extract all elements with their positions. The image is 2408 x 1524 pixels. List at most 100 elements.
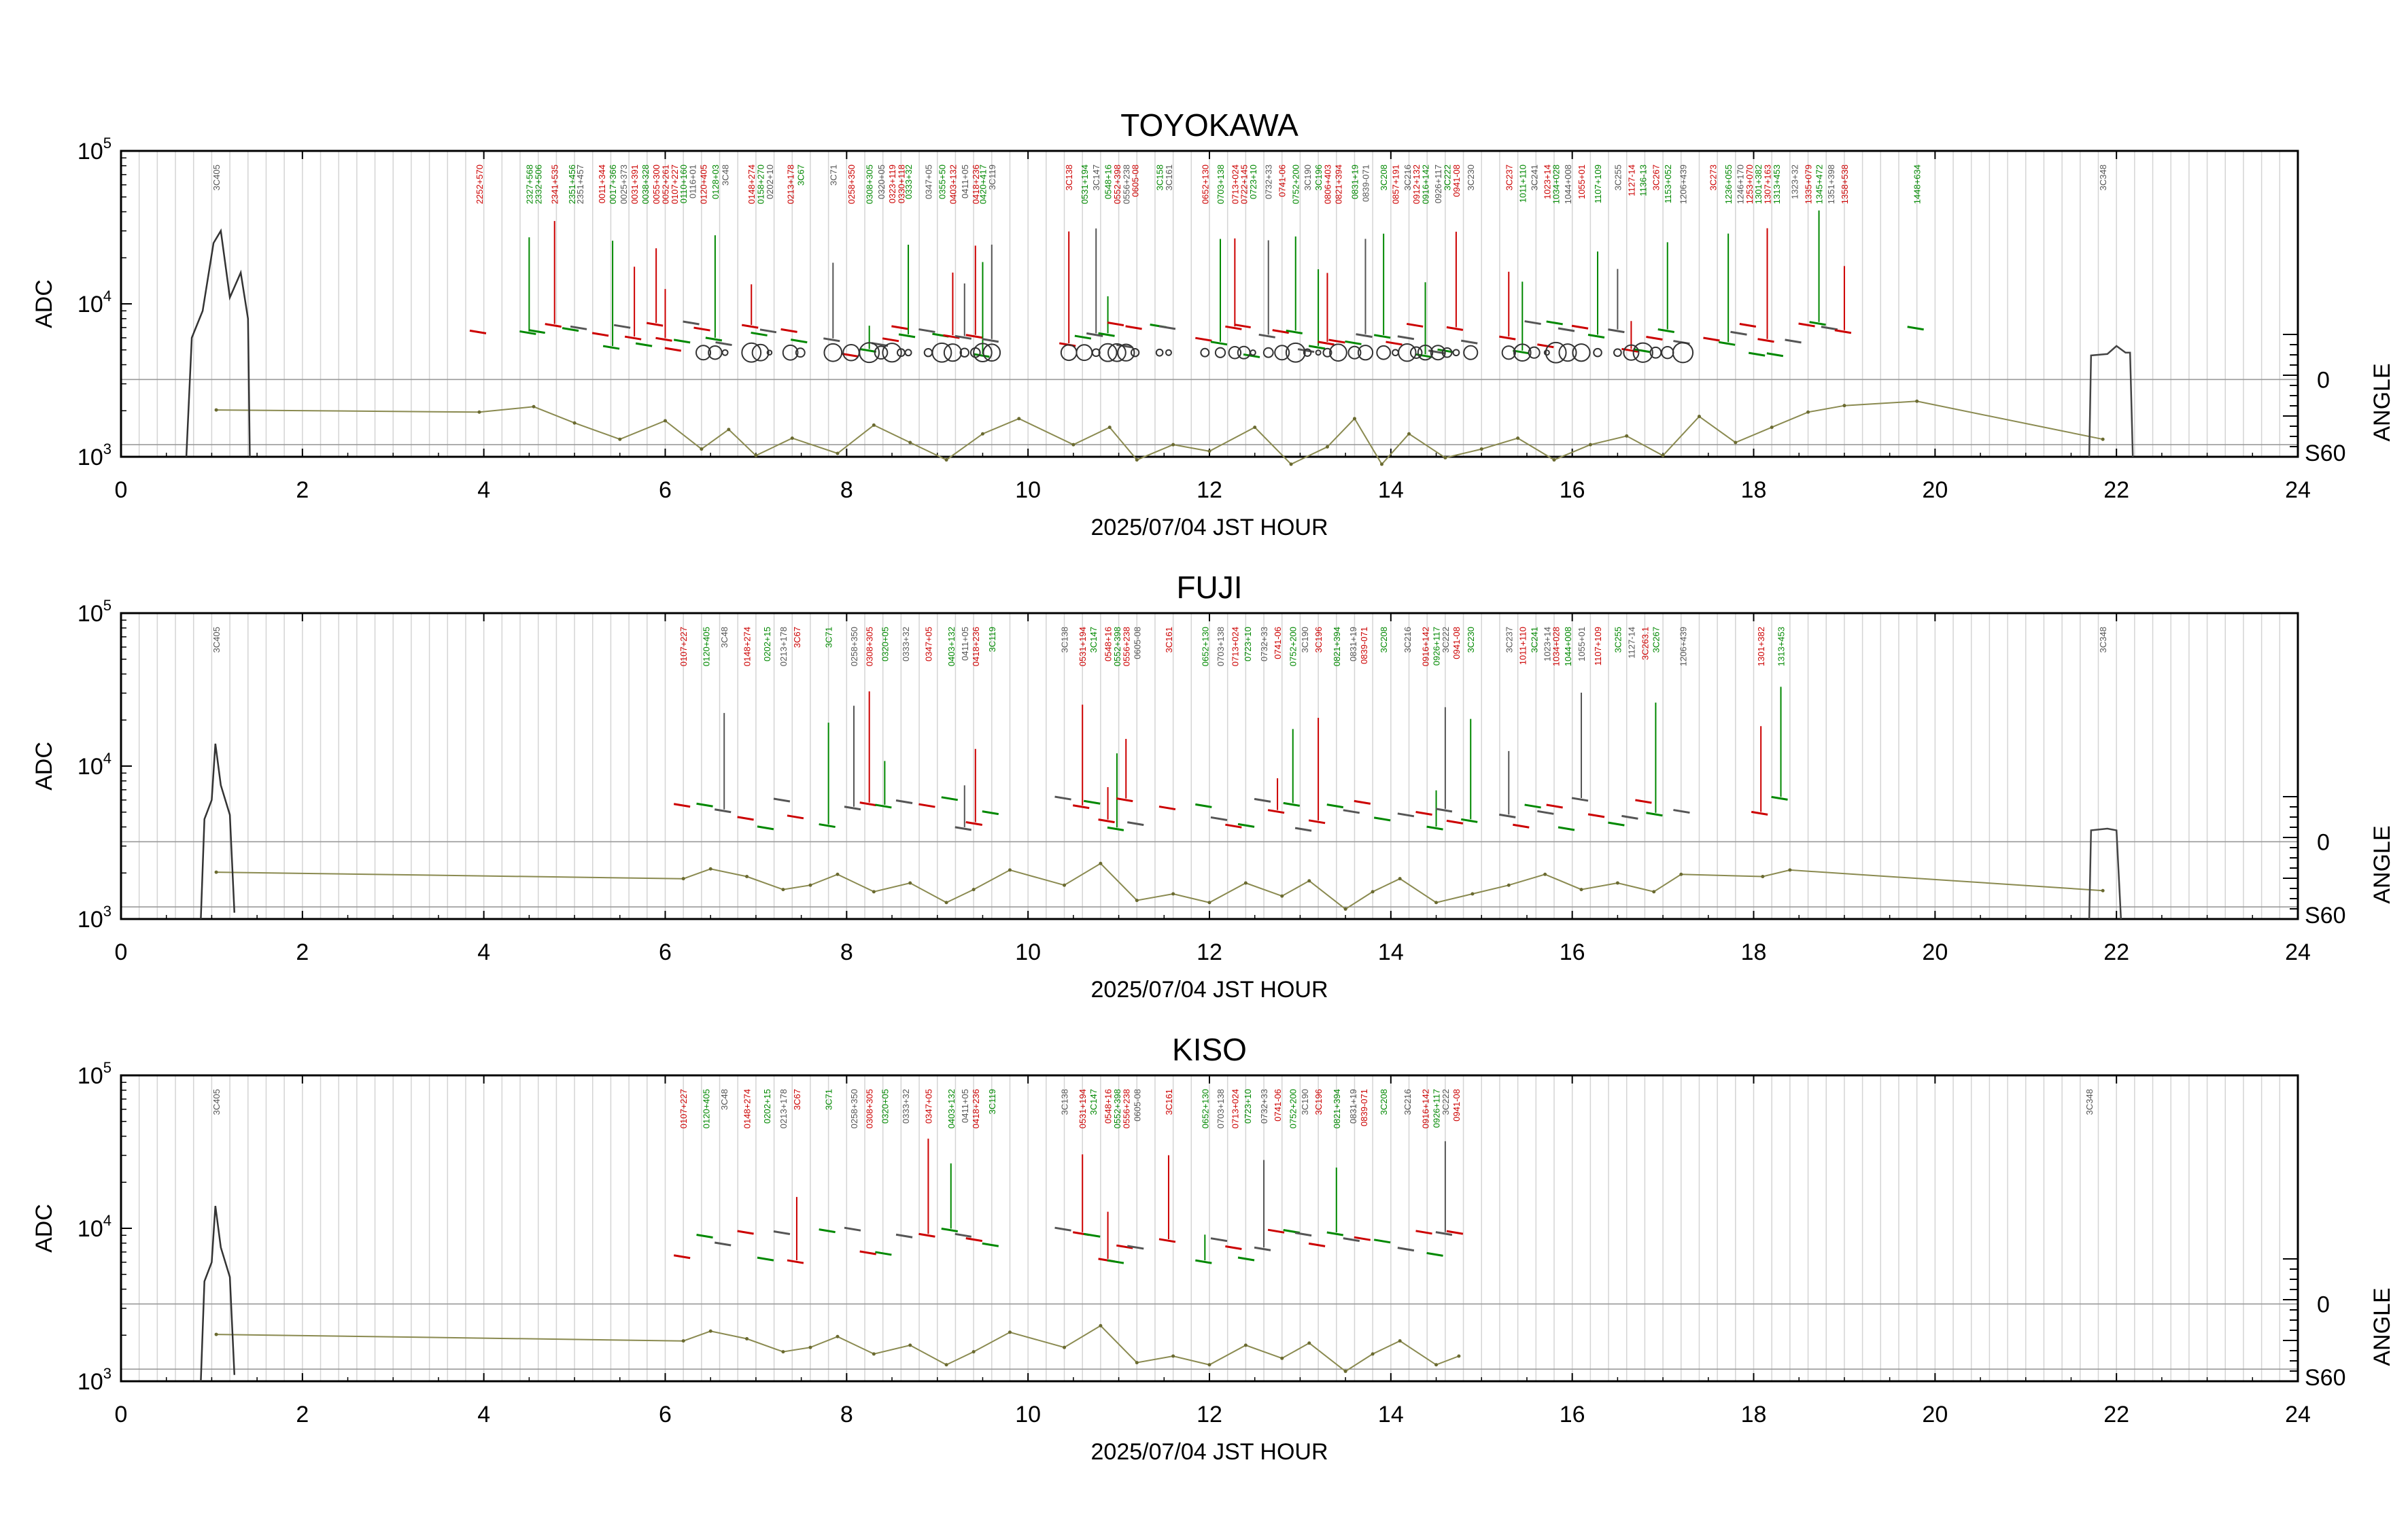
angle-axis-label: ANGLE [2369,1287,2395,1366]
elevation-angle-line [216,400,2103,466]
x-tick-label: 6 [659,477,672,503]
source-label: 2351+457 [575,164,585,204]
source-label: 3C222 [1443,164,1453,190]
signal-segment [570,325,587,330]
elevation-angle-point [808,883,812,887]
source-label: 0158+270 [756,164,766,204]
elevation-angle-point [1107,426,1112,430]
calibrator-trace [200,743,236,920]
source-label: 3C161 [1164,164,1174,190]
elevation-angle-point [1625,434,1629,438]
signal-segment [591,332,609,337]
elevation-angle-point [971,888,976,892]
signal-segment [823,337,840,343]
signal-segment [1258,333,1275,339]
source-label: 0148+274 [746,164,757,204]
marker-circle [1441,347,1453,358]
source-label: 0347+05 [923,164,933,199]
source-label: 0418+236 [971,164,981,204]
source-label: 0839-071 [1359,1089,1369,1126]
source-label: 3C138 [1064,164,1074,190]
elevation-angle-point [700,447,704,451]
signal-segment [714,1241,732,1247]
elevation-angle-point [214,870,218,874]
marker-circle [1315,349,1322,356]
source-label: 1206+439 [1678,164,1688,204]
marker-circle [1250,349,1256,356]
source-label: 0202+15 [762,627,772,661]
source-label: 0605-08 [1131,164,1141,197]
y-tick-base: 10 [78,1063,103,1089]
source-label: 0806+403 [1322,164,1332,204]
signal-segment [1426,1251,1443,1257]
signal-segment [1345,340,1362,345]
marker-circle [1452,349,1460,357]
source-markers: 3C405 0107+227 0120+405 3C48 0148+274 0202+15… [211,627,2108,666]
marker-circle [1623,344,1640,361]
y-tick-label: 105 [78,1059,111,1089]
signal-segment [1373,816,1391,822]
marker-circle [1613,348,1622,358]
source-label: 3C161 [1164,627,1174,653]
signal-segment [757,1256,774,1262]
signal-segment [1646,812,1663,817]
source-label: 0148+274 [742,1089,753,1128]
source-label: 0821+394 [1332,627,1342,666]
signal-segment [1386,341,1403,346]
signal-segment [1210,341,1228,346]
elevation-angle-line [216,1325,1460,1372]
signal-segment [1608,821,1625,827]
signal-segment [1730,330,1747,336]
marker-circle [1322,347,1332,358]
source-label: 0213+178 [786,164,796,204]
elevation-angle-point [1017,417,1021,421]
signal-segment [819,823,836,829]
marker-circle [923,348,933,358]
signal-segment [1234,324,1251,329]
source-label: 3C138 [1060,627,1070,653]
source-label: 3C158 [1155,164,1165,190]
signal-segment [1460,339,1478,345]
signal-segment [1558,826,1575,831]
source-label: 1011+110 [1517,627,1528,665]
elevation-angle-point [1770,426,1774,430]
signal-segment [1608,328,1625,334]
x-tick-label: 8 [840,1402,853,1427]
signal-traces [185,210,2134,457]
elevation-angle-point [1135,1361,1139,1365]
y-axis-label: ADC [31,279,57,328]
elevation-angle-point [1507,883,1511,887]
signal-segment [1343,809,1360,814]
source-label: 0347+05 [923,627,933,661]
source-label: 0202+15 [762,1089,772,1124]
source-label: 0320+05 [880,627,890,661]
source-label: 0741-06 [1273,1089,1283,1122]
source-label: 0556+238 [1121,1089,1131,1128]
marker-circle [931,342,952,363]
source-label: 0330+118 [896,164,906,203]
signal-segment [1283,801,1300,807]
elevation-angle-point [214,408,218,412]
source-label: 3C138 [1060,1089,1070,1115]
marker-circle [1528,346,1541,359]
source-label: 3C208 [1379,164,1389,190]
signal-segment [696,802,713,808]
signal-segment [1397,812,1415,818]
angle-axis-label: ANGLE [2369,825,2395,903]
signal-segment [918,1232,935,1238]
source-label: 0703+138 [1216,627,1226,666]
marker-circle [1501,345,1516,360]
signal-segment [1907,326,1924,331]
signal-segment [1435,808,1453,813]
signal-segment [1054,795,1071,801]
signal-segment [1771,795,1788,801]
chart-title: FUJI [1176,570,1242,605]
source-label: 1127-14 [1626,164,1636,196]
elevation-angle-point [1371,1352,1375,1356]
elevation-angle-point [1280,1356,1284,1360]
signal-segment [624,335,642,341]
elevation-angle-point [2101,437,2105,441]
source-label: 3C67 [795,164,806,186]
source-label: 3C119 [987,627,997,652]
